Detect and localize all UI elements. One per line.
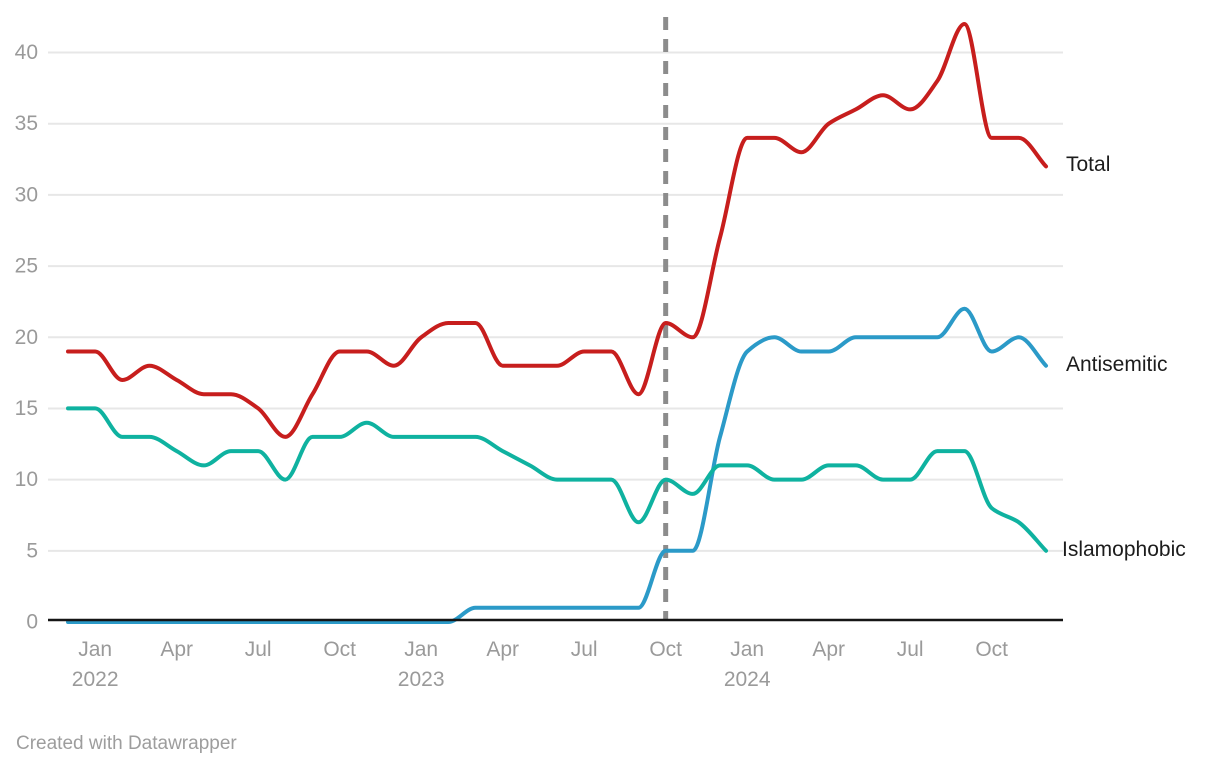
x-tick-label: Apr (486, 638, 519, 661)
x-tick-label: Jan (404, 638, 438, 661)
y-tick-label: 15 (15, 397, 38, 420)
y-tick-label: 30 (15, 183, 38, 206)
series-label-antisemitic: Antisemitic (1066, 353, 1168, 376)
y-tick-label: 25 (15, 255, 38, 278)
x-tick-label: Oct (649, 638, 682, 661)
datawrapper-credit: Created with Datawrapper (16, 733, 237, 754)
x-tick-year-label: 2024 (724, 668, 771, 691)
x-tick-label: Jan (78, 638, 112, 661)
line-series-islamophobic (66, 406, 1048, 553)
x-tick-label: Apr (812, 638, 845, 661)
line-series-antisemitic (66, 306, 1048, 624)
x-tick-year-label: 2022 (72, 668, 119, 691)
y-tick-label: 35 (15, 112, 38, 135)
series-label-islamophobic: Islamophobic (1062, 538, 1186, 561)
line-series-total (66, 22, 1048, 439)
x-tick-label: Oct (975, 638, 1008, 661)
line-chart-svg: 0 5 10 15 20 25 30 35 40 Jan 2022 Apr Jul Oct Jan 2023 A… (15, 17, 1063, 691)
y-tick-label: 20 (15, 326, 38, 349)
x-tick-label: Jul (897, 638, 924, 661)
x-tick-label: Jul (245, 638, 272, 661)
series-label-total: Total (1066, 153, 1111, 176)
x-tick-year-label: 2023 (398, 668, 445, 691)
y-tick-label: 40 (15, 41, 38, 64)
x-tick-label: Oct (323, 638, 356, 661)
y-tick-label: 10 (15, 468, 38, 491)
y-tick-label: 5 (26, 539, 38, 562)
y-tick-label: 0 (26, 611, 38, 634)
x-tick-label: Apr (160, 638, 193, 661)
x-tick-label: Jan (730, 638, 764, 661)
x-tick-label: Jul (571, 638, 598, 661)
